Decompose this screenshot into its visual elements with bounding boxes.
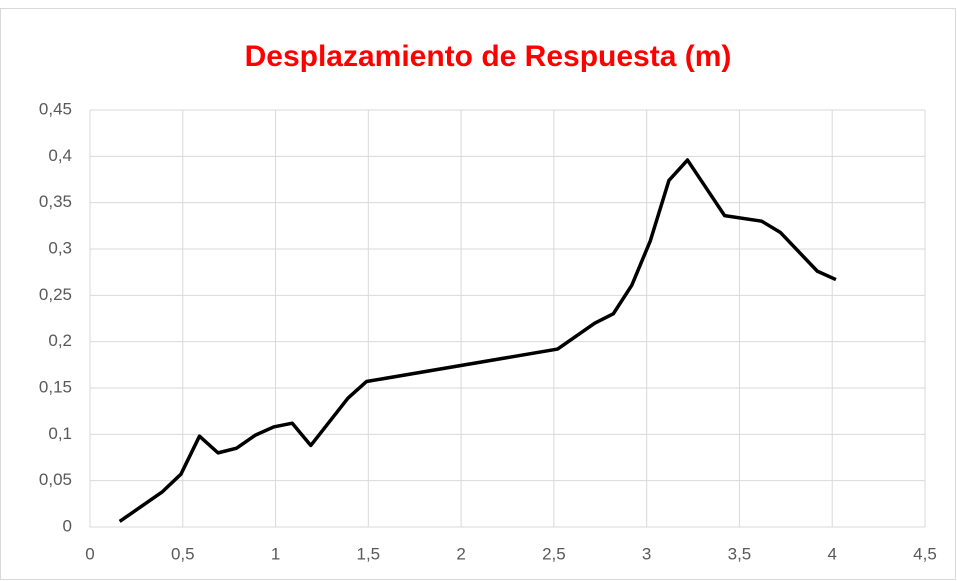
x-tick-label: 2,5 <box>542 544 566 563</box>
y-tick-label: 0 <box>63 516 72 535</box>
y-tick-label: 0,05 <box>39 470 72 489</box>
x-tick-label: 1,5 <box>357 544 381 563</box>
chart-title: Desplazamiento de Respuesta (m) <box>245 40 732 73</box>
x-tick-label: 4,5 <box>913 544 937 563</box>
y-tick-label: 0,15 <box>39 377 72 396</box>
y-tick-label: 0,1 <box>48 424 72 443</box>
chart-border <box>0 8 956 580</box>
x-tick-label: 1 <box>271 544 280 563</box>
x-tick-label: 0 <box>85 544 94 563</box>
x-tick-label: 3,5 <box>728 544 752 563</box>
y-tick-label: 0,4 <box>48 146 72 165</box>
y-tick-label: 0,35 <box>39 192 72 211</box>
x-tick-label: 2 <box>456 544 465 563</box>
x-tick-label: 4 <box>827 544 836 563</box>
y-tick-label: 0,45 <box>39 99 72 118</box>
x-tick-label: 0,5 <box>171 544 195 563</box>
y-tick-label: 0,3 <box>48 238 72 257</box>
x-tick-label: 3 <box>642 544 651 563</box>
y-tick-label: 0,25 <box>39 285 72 304</box>
y-tick-label: 0,2 <box>48 331 72 350</box>
data-line <box>118 158 837 523</box>
